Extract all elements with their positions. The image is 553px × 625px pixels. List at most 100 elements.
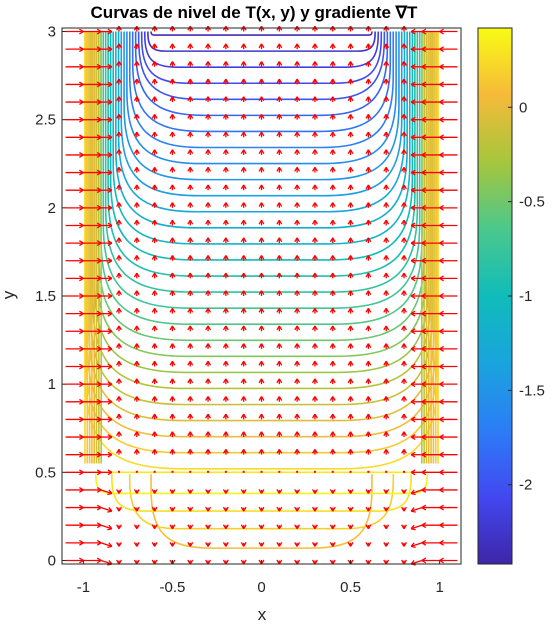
gradient-arrow xyxy=(294,255,301,261)
gradient-arrow xyxy=(151,237,158,244)
gradient-arrow xyxy=(311,413,318,420)
gradient-arrow xyxy=(240,360,247,367)
gradient-arrow xyxy=(222,272,229,279)
gradient-arrow xyxy=(365,431,372,438)
gradient-arrow xyxy=(83,81,102,88)
gradient-arrow xyxy=(169,43,176,50)
gradient-arrow xyxy=(65,46,84,53)
gradient-arrow xyxy=(169,166,176,173)
gradient-arrow xyxy=(276,489,283,494)
gradient-arrow xyxy=(329,272,336,279)
gradient-arrow xyxy=(439,63,458,70)
gradient-arrow xyxy=(83,434,102,441)
gradient-arrow xyxy=(65,469,84,476)
gradient-arrow xyxy=(187,524,194,530)
gradient-arrow xyxy=(410,187,422,194)
gradient-arrow xyxy=(276,202,283,208)
gradient-arrow xyxy=(311,542,318,547)
gradient-arrow xyxy=(276,61,283,67)
gradient-arrow xyxy=(383,114,390,120)
gradient-arrow xyxy=(258,506,265,512)
gradient-arrow xyxy=(294,96,301,103)
gradient-arrow xyxy=(294,131,301,138)
x-tick-label: 0.5 xyxy=(340,579,361,596)
gradient-arrow xyxy=(401,131,407,138)
gradient-arrow xyxy=(329,343,336,349)
gradient-arrow xyxy=(329,506,336,512)
gradient-arrow xyxy=(294,149,301,155)
gradient-arrow xyxy=(365,131,372,138)
gradient-arrow xyxy=(383,61,390,67)
gradient-arrow xyxy=(329,325,336,332)
gradient-arrow xyxy=(65,345,84,352)
gradient-arrows xyxy=(65,25,458,566)
gradient-arrow xyxy=(240,431,247,438)
gradient-arrow xyxy=(347,449,354,455)
gradient-arrow xyxy=(101,63,113,70)
gradient-arrow xyxy=(205,343,212,349)
gradient-arrow xyxy=(383,131,390,138)
gradient-arrow xyxy=(329,378,336,385)
gradient-arrow xyxy=(410,416,422,423)
gradient-arrow xyxy=(329,131,336,138)
gradient-arrow xyxy=(276,506,283,512)
contour-line xyxy=(143,31,380,68)
gradient-arrow xyxy=(187,114,194,120)
gradient-arrow xyxy=(410,293,422,299)
gradient-arrow xyxy=(421,134,440,141)
gradient-arrow xyxy=(116,449,122,455)
gradient-arrow xyxy=(205,489,212,494)
gradient-arrow xyxy=(401,96,407,103)
gradient-arrow xyxy=(169,524,176,530)
gradient-arrow xyxy=(240,559,247,565)
gradient-arrow xyxy=(258,131,265,138)
gradient-arrow xyxy=(83,240,102,247)
gradient-arrow xyxy=(187,360,194,367)
gradient-arrow xyxy=(410,398,422,405)
gradient-arrow xyxy=(421,451,440,458)
gradient-arrow xyxy=(151,290,158,296)
gradient-arrow xyxy=(439,486,458,493)
gradient-arrow xyxy=(133,378,140,385)
gradient-arrow xyxy=(410,469,422,476)
gradient-arrow xyxy=(439,522,458,529)
gradient-arrow xyxy=(240,489,247,494)
gradient-arrow xyxy=(385,470,388,473)
gradient-arrow xyxy=(258,96,265,103)
gradient-arrow xyxy=(410,63,422,70)
gradient-arrow xyxy=(133,290,140,296)
gradient-arrow xyxy=(276,449,283,455)
gradient-arrow xyxy=(133,489,140,494)
gradient-arrow xyxy=(276,78,283,85)
colorbar-gradient xyxy=(477,27,513,565)
gradient-arrow xyxy=(329,449,336,455)
gradient-arrow xyxy=(365,360,372,367)
gradient-arrow xyxy=(101,99,113,106)
gradient-arrow xyxy=(439,116,458,123)
gradient-arrow xyxy=(439,134,458,141)
x-axis-ticks: -1 -0.5 0 0.5 1 xyxy=(77,560,444,596)
gradient-arrow xyxy=(401,343,407,349)
gradient-arrow xyxy=(151,43,158,50)
gradient-arrow xyxy=(329,524,336,530)
gradient-arrow xyxy=(101,275,113,282)
gradient-arrow xyxy=(347,184,354,191)
gradient-arrow xyxy=(101,187,113,194)
gradient-arrow xyxy=(401,114,407,120)
gradient-arrow xyxy=(276,290,283,296)
gradient-arrow xyxy=(101,328,113,335)
gradient-arrow xyxy=(329,413,336,420)
gradient-arrow xyxy=(439,204,458,211)
contour-line xyxy=(150,31,373,36)
gradient-arrow xyxy=(187,255,194,261)
gradient-arrow xyxy=(65,363,84,370)
gradient-arrow xyxy=(329,396,336,402)
gradient-arrow xyxy=(83,486,102,493)
gradient-arrow xyxy=(347,61,354,67)
gradient-arrow xyxy=(439,28,458,35)
gradient-arrow xyxy=(187,378,194,385)
gradient-arrow xyxy=(240,308,247,314)
gradient-arrow xyxy=(187,290,194,296)
gradient-arrow xyxy=(101,293,113,299)
